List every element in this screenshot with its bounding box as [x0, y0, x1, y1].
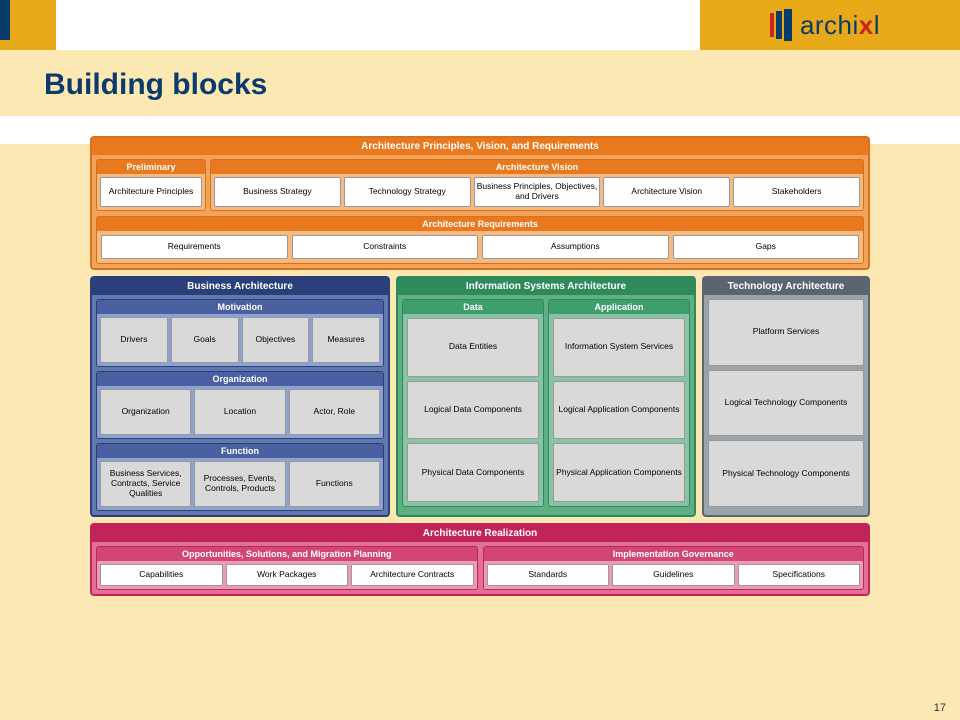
motivation-box: Motivation Drivers Goals Objectives Meas… [96, 299, 384, 367]
section-info-systems: Information Systems Architecture Data Da… [396, 276, 696, 517]
section-head: Information Systems Architecture [398, 278, 694, 295]
section-realization: Architecture Realization Opportunities, … [90, 523, 870, 596]
section-technology: Technology Architecture Platform Service… [702, 276, 870, 517]
cell: Stakeholders [733, 177, 860, 207]
logo-text-b: l [874, 10, 880, 41]
cell: Measures [312, 317, 380, 363]
sub-head: Organization [97, 372, 383, 386]
sub-head: Application [549, 300, 689, 314]
cell: Business Strategy [214, 177, 341, 207]
top-bar: archixl [0, 0, 960, 50]
cell: Logical Data Components [407, 381, 539, 440]
cell: Technology Strategy [344, 177, 471, 207]
cell: Physical Application Components [553, 443, 685, 502]
section-head: Technology Architecture [704, 278, 868, 295]
page-number: 17 [934, 702, 946, 714]
sub-head: Data [403, 300, 543, 314]
cell: Physical Data Components [407, 443, 539, 502]
cell: Information System Services [553, 318, 685, 377]
sub-head: Opportunities, Solutions, and Migration … [97, 547, 477, 561]
governance-box: Implementation Governance Standards Guid… [483, 546, 865, 590]
logo-x: x [859, 10, 874, 41]
sub-head: Preliminary [97, 160, 205, 174]
cell: Location [194, 389, 285, 435]
sub-head: Function [97, 444, 383, 458]
vision-box: Architecture Vision Business Strategy Te… [210, 159, 864, 211]
cell: Business Services, Contracts, Service Qu… [100, 461, 191, 507]
opportunities-box: Opportunities, Solutions, and Migration … [96, 546, 478, 590]
sub-head: Motivation [97, 300, 383, 314]
logo-flag: archixl [700, 0, 960, 50]
cell: Gaps [673, 235, 860, 259]
slide-title: Building blocks [44, 68, 916, 102]
cell: Functions [289, 461, 380, 507]
cell: Standards [487, 564, 610, 586]
section-business: Business Architecture Motivation Drivers… [90, 276, 390, 517]
sub-head: Implementation Governance [484, 547, 864, 561]
section-head: Architecture Realization [92, 525, 868, 542]
preliminary-box: Preliminary Architecture Principles [96, 159, 206, 211]
cell: Physical Technology Components [708, 440, 864, 507]
cell: Data Entities [407, 318, 539, 377]
cell: Architecture Vision [603, 177, 730, 207]
corner-accent [0, 0, 56, 50]
function-box: Function Business Services, Contracts, S… [96, 443, 384, 511]
cell: Processes, Events, Controls, Products [194, 461, 285, 507]
cell: Specifications [738, 564, 861, 586]
sub-head: Architecture Requirements [97, 217, 863, 231]
cell: Goals [171, 317, 239, 363]
section-head: Architecture Principles, Vision, and Req… [92, 138, 868, 155]
cell: Objectives [242, 317, 310, 363]
logo-text-a: archi [800, 10, 859, 41]
cell: Organization [100, 389, 191, 435]
cell: Business Principles, Objectives, and Dri… [474, 177, 601, 207]
app-col: Application Information System Services … [548, 299, 690, 507]
organization-box: Organization Organization Location Actor… [96, 371, 384, 439]
cell: Constraints [292, 235, 479, 259]
cell: Work Packages [226, 564, 349, 586]
sub-head: Architecture Vision [211, 160, 863, 174]
cell: Platform Services [708, 299, 864, 366]
requirements-box: Architecture Requirements Requirements C… [96, 216, 864, 264]
cell: Actor, Role [289, 389, 380, 435]
brand-logo: archixl [770, 9, 880, 41]
cell: Drivers [100, 317, 168, 363]
cell: Logical Technology Components [708, 370, 864, 437]
section-principles: Architecture Principles, Vision, and Req… [90, 136, 870, 270]
cell: Assumptions [482, 235, 669, 259]
data-col: Data Data Entities Logical Data Componen… [402, 299, 544, 507]
section-head: Business Architecture [92, 278, 388, 295]
cell: Guidelines [612, 564, 735, 586]
cell: Requirements [101, 235, 288, 259]
title-band: Building blocks [0, 50, 960, 116]
diagram: Architecture Principles, Vision, and Req… [90, 136, 870, 596]
cell: Architecture Contracts [351, 564, 474, 586]
cell: Logical Application Components [553, 381, 685, 440]
cell: Capabilities [100, 564, 223, 586]
cell-arch-principles: Architecture Principles [100, 177, 202, 207]
